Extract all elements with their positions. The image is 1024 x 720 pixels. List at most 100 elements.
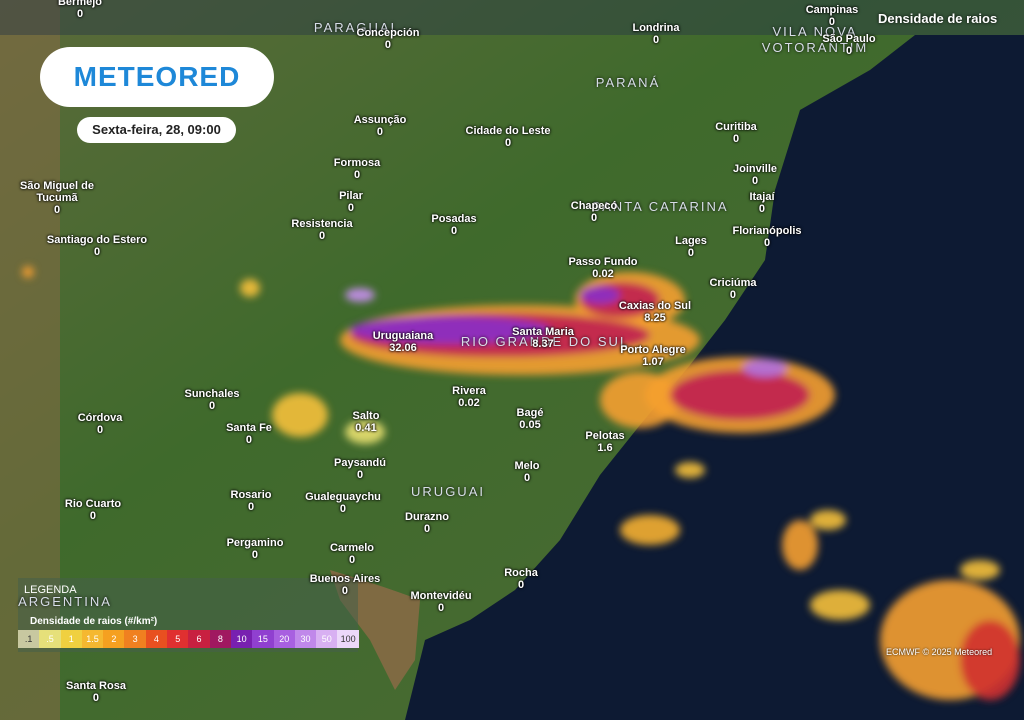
city-value: 0 <box>384 39 392 51</box>
city-value: 0 <box>93 246 101 258</box>
city-name: Porto Alegre <box>620 344 686 356</box>
city-label: Pergamino 0 <box>227 537 284 561</box>
city-value: 8.37 <box>532 338 554 350</box>
city-value: 0 <box>245 434 253 446</box>
city-label: São Miguel de Tucumã 0 <box>12 180 102 216</box>
city-value: 0 <box>96 424 104 436</box>
storm-cell <box>620 515 680 545</box>
legend-swatch: 2 <box>103 630 125 648</box>
top-bar <box>0 0 1024 35</box>
city-label: Formosa 0 <box>334 157 380 181</box>
city-name: Assunção <box>353 114 407 126</box>
city-value: 0 <box>450 225 458 237</box>
city-value: 0.02 <box>458 397 480 409</box>
storm-cell <box>345 288 375 302</box>
city-label: Durazno 0 <box>405 511 449 535</box>
city-label: Passo Fundo 0.02 <box>568 256 637 280</box>
city-value: 0 <box>828 16 836 28</box>
city-name: Durazno <box>405 511 449 523</box>
city-name: Paysandú <box>334 457 386 469</box>
city-value: 1.6 <box>597 442 613 454</box>
city-name: Londrina <box>632 22 680 34</box>
legend-swatch: 1 <box>60 630 82 648</box>
city-name: Chapecó <box>570 200 618 212</box>
layer-label[interactable]: Densidade de raios <box>878 11 998 26</box>
city-name: Rivera <box>452 385 486 397</box>
city-label: Rosario 0 <box>231 489 272 513</box>
city-value: 8.25 <box>644 312 666 324</box>
city-label: Bermejo 0 <box>58 0 102 20</box>
legend-swatch: 1.5 <box>81 630 104 648</box>
city-name: Carmelo <box>329 542 375 554</box>
city-value: 0 <box>590 212 598 224</box>
city-label: Florianópolis 0 <box>732 225 801 249</box>
city-label: Curitiba 0 <box>715 121 757 145</box>
city-value: 0 <box>437 602 445 614</box>
city-name: Santiago do Estero <box>46 234 148 246</box>
legend-title: LEGENDA <box>24 584 77 596</box>
city-value: 0 <box>652 34 660 46</box>
city-label: Santa Rosa 0 <box>66 680 126 704</box>
legend-swatch: 30 <box>294 630 317 648</box>
city-name: Itajaí <box>749 191 775 203</box>
region-label: URUGUAI <box>411 484 485 499</box>
city-label: Joinville 0 <box>733 163 777 187</box>
storm-cell <box>600 372 680 428</box>
logo[interactable]: METEORED <box>40 47 274 107</box>
city-label: Lages 0 <box>675 235 707 259</box>
city-name: Formosa <box>333 157 381 169</box>
city-name: Resistencia <box>291 218 353 230</box>
city-name: Pergamino <box>226 537 284 549</box>
city-value: 0 <box>353 169 361 181</box>
legend-swatch: 100 <box>337 630 359 648</box>
city-label: Sunchales 0 <box>184 388 239 412</box>
city-name: Joinville <box>732 163 778 175</box>
storm-cell <box>960 560 1000 580</box>
storm-cell <box>675 462 705 478</box>
city-value: 0 <box>356 469 364 481</box>
city-value: 0 <box>687 247 695 259</box>
city-label: Uruguaiana 32.06 <box>373 330 434 354</box>
legend-swatch: .5 <box>39 630 61 648</box>
storm-cell <box>240 279 260 297</box>
region-label: PARAGUAI <box>313 20 397 35</box>
city-label: Concepción 0 <box>357 27 420 51</box>
city-value: 1.07 <box>642 356 664 368</box>
region-label: VILA NOVA <box>772 24 858 39</box>
legend-swatch: 8 <box>209 630 231 648</box>
city-name: São Paulo <box>822 33 876 45</box>
region-label: RIO GRANDE DO SUL <box>460 334 630 349</box>
city-name: Rocha <box>504 567 538 579</box>
city-name: Santa Maria <box>512 326 574 338</box>
city-name: Posadas <box>431 213 477 225</box>
city-name: Sunchales <box>184 388 240 400</box>
city-value: 0 <box>341 585 349 597</box>
city-label: Campinas 0 <box>806 4 859 28</box>
city-name: Concepción <box>356 27 420 39</box>
storm-cell <box>810 590 870 620</box>
city-value: 0 <box>208 400 216 412</box>
city-value: 0 <box>517 579 525 591</box>
city-label: Santa Maria 8.37 <box>512 326 574 350</box>
city-label: Santa Fe 0 <box>226 422 272 446</box>
city-name: Criciúma <box>709 277 757 289</box>
city-name: Rosario <box>230 489 272 501</box>
city-label: Chapecó 0 <box>571 200 617 224</box>
city-value: 0 <box>92 692 100 704</box>
city-value: 0.41 <box>355 422 377 434</box>
city-name: Pilar <box>339 190 363 202</box>
city-value: 0 <box>76 8 84 20</box>
storm-cell <box>580 286 620 304</box>
city-value: 0 <box>751 175 759 187</box>
city-value: 0 <box>523 472 531 484</box>
city-value: 0 <box>423 523 431 535</box>
city-name: Santa Fe <box>226 422 272 434</box>
city-label: Pelotas 1.6 <box>585 430 624 454</box>
city-label: Caxias do Sul 8.25 <box>619 300 691 324</box>
city-name: São Miguel de Tucumã <box>20 180 94 204</box>
city-label: Resistencia 0 <box>291 218 352 242</box>
city-label: Rocha 0 <box>504 567 538 591</box>
city-value: 0 <box>347 202 355 214</box>
city-name: Melo <box>514 460 540 472</box>
city-name: Bermejo <box>57 0 103 8</box>
